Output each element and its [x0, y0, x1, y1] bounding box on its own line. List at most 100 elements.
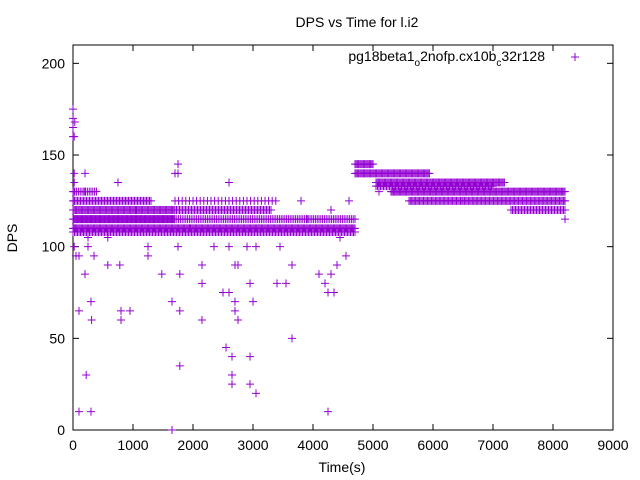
data-point	[132, 206, 140, 214]
data-point	[267, 206, 275, 214]
data-point	[327, 270, 335, 279]
data-point	[228, 352, 236, 361]
data-point	[174, 160, 182, 169]
data-point	[345, 196, 353, 205]
x-tick-label: 5000	[357, 437, 388, 453]
data-points	[69, 105, 569, 434]
data-point	[522, 206, 530, 214]
data-point	[459, 196, 467, 205]
data-point	[321, 279, 329, 288]
data-point	[276, 242, 284, 251]
data-point	[70, 242, 79, 251]
x-tick-label: 4000	[297, 437, 328, 453]
data-point	[288, 261, 296, 269]
data-point	[103, 233, 112, 242]
data-point	[425, 169, 434, 178]
data-point	[174, 242, 182, 251]
data-point	[144, 242, 152, 251]
data-point	[222, 343, 230, 352]
x-axis-title: Time(s)	[319, 459, 366, 475]
data-point	[561, 187, 569, 196]
data-point	[81, 270, 89, 279]
legend-label: pg18beta1o2nofp.cx10bc32r128	[348, 48, 545, 69]
data-point	[87, 297, 95, 306]
data-point	[117, 316, 125, 324]
data-point	[561, 206, 569, 214]
data-point	[342, 251, 350, 260]
plot-area-border	[72, 44, 614, 431]
data-point	[351, 228, 359, 236]
data-point	[70, 132, 79, 141]
y-axis-title: DPS	[4, 224, 20, 253]
data-point	[327, 206, 335, 214]
data-point	[174, 169, 182, 178]
data-point	[92, 187, 101, 196]
data-point	[157, 270, 166, 279]
data-point	[330, 288, 338, 297]
data-point	[231, 306, 239, 315]
data-point	[81, 169, 89, 178]
data-point	[87, 407, 95, 416]
data-point	[213, 224, 221, 233]
data-point	[144, 251, 152, 260]
x-axis-ticks: 0 1000 2000 3000 4000 5000 6000 7000 8000 9000	[69, 45, 629, 453]
data-point	[231, 206, 239, 214]
data-point	[81, 187, 89, 196]
data-point	[69, 105, 77, 114]
x-tick-label: 0	[69, 437, 77, 453]
data-point	[70, 187, 79, 196]
data-point	[87, 316, 96, 324]
data-point	[69, 114, 77, 123]
legend-marker	[571, 53, 579, 61]
data-point	[246, 352, 254, 361]
data-point	[303, 215, 311, 224]
data-point	[231, 297, 239, 306]
data-point	[75, 407, 83, 416]
data-point	[70, 118, 79, 126]
x-tick-label: 6000	[417, 437, 448, 453]
data-point	[249, 297, 257, 306]
y-tick-label: 150	[42, 147, 66, 163]
y-tick-label: 200	[42, 55, 66, 71]
data-point	[537, 187, 545, 196]
data-point	[198, 279, 206, 288]
data-point	[198, 261, 206, 269]
data-point	[500, 178, 509, 187]
data-point	[273, 279, 281, 288]
x-tick-label: 2000	[177, 437, 208, 453]
data-point	[225, 288, 233, 297]
data-point	[369, 160, 377, 169]
data-point	[84, 233, 92, 242]
x-tick-label: 1000	[117, 437, 148, 453]
y-tick-label: 100	[42, 239, 66, 255]
data-point	[315, 270, 323, 279]
data-point	[175, 306, 184, 315]
data-point	[84, 242, 92, 251]
data-point	[324, 407, 332, 416]
x-tick-label: 9000	[597, 437, 628, 453]
data-point	[246, 279, 254, 288]
x-tick-label: 8000	[537, 437, 568, 453]
data-point	[126, 306, 134, 315]
data-point	[561, 196, 569, 205]
y-tick-label: 50	[49, 330, 65, 346]
data-point	[255, 224, 263, 233]
data-point	[114, 178, 122, 187]
data-point	[103, 261, 112, 269]
data-point	[351, 215, 359, 224]
data-point	[288, 334, 296, 343]
data-point	[333, 261, 341, 269]
data-point	[168, 297, 176, 306]
data-point	[186, 224, 194, 233]
data-point	[375, 187, 383, 196]
data-point	[246, 380, 254, 389]
data-point	[252, 389, 260, 398]
data-point	[82, 371, 91, 379]
data-point	[234, 316, 242, 324]
data-point	[297, 196, 305, 205]
data-point	[252, 242, 260, 251]
x-tick-label: 7000	[477, 437, 508, 453]
data-point	[69, 123, 77, 132]
data-point	[228, 380, 236, 389]
